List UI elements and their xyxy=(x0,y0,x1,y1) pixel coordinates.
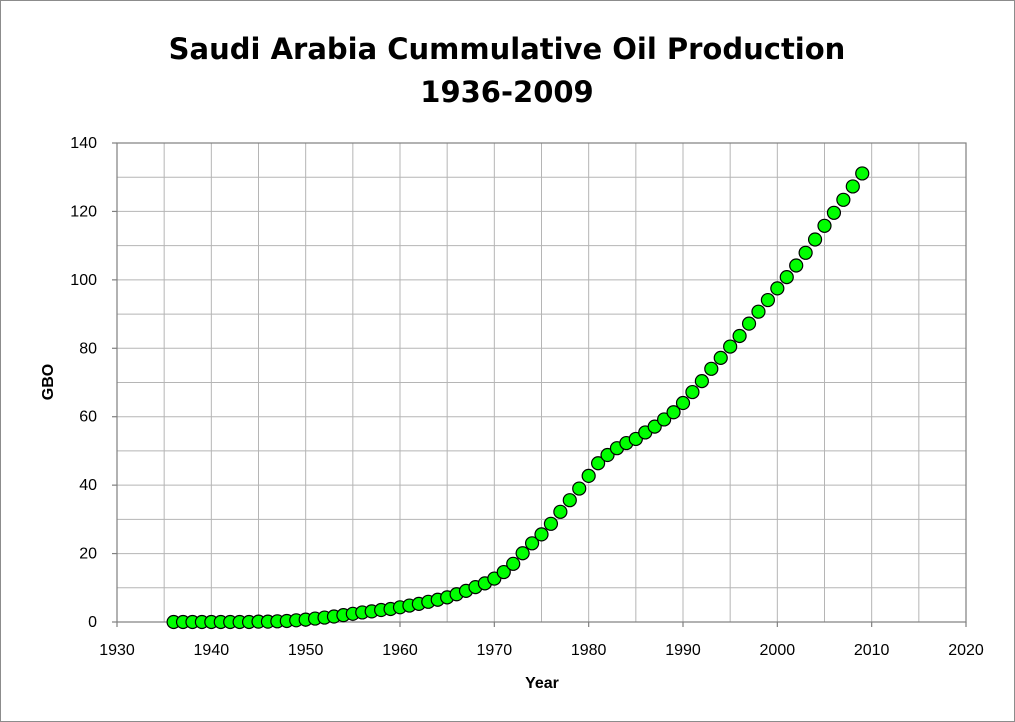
x-tick-label: 1990 xyxy=(665,642,701,659)
y-axis-title: GBO xyxy=(40,364,57,400)
data-point xyxy=(836,192,851,207)
y-tick-label: 80 xyxy=(79,340,97,357)
y-tick-label: 60 xyxy=(79,409,97,426)
y-tick-label: 100 xyxy=(70,272,97,289)
x-tick-label: 1930 xyxy=(99,642,135,659)
data-point xyxy=(685,384,700,400)
data-point xyxy=(704,361,719,376)
data-point xyxy=(798,245,813,260)
y-tick-label: 120 xyxy=(70,203,97,220)
data-point xyxy=(647,419,662,434)
y-tick-label: 140 xyxy=(70,135,97,152)
x-tick-label: 2010 xyxy=(854,642,890,659)
data-point xyxy=(562,493,577,508)
data-point xyxy=(534,527,549,542)
data-point xyxy=(543,516,559,531)
data-point xyxy=(506,556,521,571)
y-tick-label: 0 xyxy=(88,614,97,631)
gridlines xyxy=(116,142,967,623)
data-point xyxy=(572,481,587,496)
x-tick-label: 1970 xyxy=(477,642,513,659)
plot-border xyxy=(116,142,967,623)
y-tick-label: 40 xyxy=(79,477,97,494)
data-point xyxy=(713,350,728,365)
data-point xyxy=(496,564,511,580)
x-axis-title: Year xyxy=(525,675,559,692)
data-point xyxy=(524,536,540,551)
x-tick-label: 1950 xyxy=(288,642,324,659)
data-point xyxy=(553,504,568,519)
x-tick-label: 1980 xyxy=(571,642,607,659)
data-point xyxy=(770,281,785,296)
data-point xyxy=(600,447,615,463)
data-point xyxy=(581,468,596,484)
data-point xyxy=(789,258,804,273)
data-point xyxy=(779,270,794,285)
y-tick-label: 20 xyxy=(79,546,97,563)
data-point xyxy=(723,339,738,354)
data-point xyxy=(826,205,842,220)
data-point xyxy=(751,304,766,319)
x-tick-label: 1940 xyxy=(194,642,230,659)
tick-labels: 1930 1940 1950 1960 1970 1980 1990 2000 2010 2020… xyxy=(70,135,984,659)
data-point xyxy=(515,546,530,561)
chart-title-line-2: 1936-2009 xyxy=(420,75,593,109)
x-tick-label: 2000 xyxy=(760,642,796,659)
data-point xyxy=(760,292,776,308)
chart-title-line-1: Saudi Arabia Cummulative Oil Production xyxy=(169,32,846,66)
data-point xyxy=(855,166,870,181)
data-point xyxy=(732,328,747,344)
data-point xyxy=(807,232,823,247)
data-point xyxy=(675,395,691,411)
data-point xyxy=(666,405,681,420)
data-point xyxy=(657,412,672,427)
data-point xyxy=(845,179,860,194)
data-point xyxy=(741,316,757,331)
data-points xyxy=(166,166,870,630)
data-point xyxy=(817,218,832,233)
data-point xyxy=(590,456,606,471)
data-point xyxy=(694,374,709,389)
x-tick-label: 2020 xyxy=(948,642,984,659)
x-tick-label: 1960 xyxy=(382,642,418,659)
